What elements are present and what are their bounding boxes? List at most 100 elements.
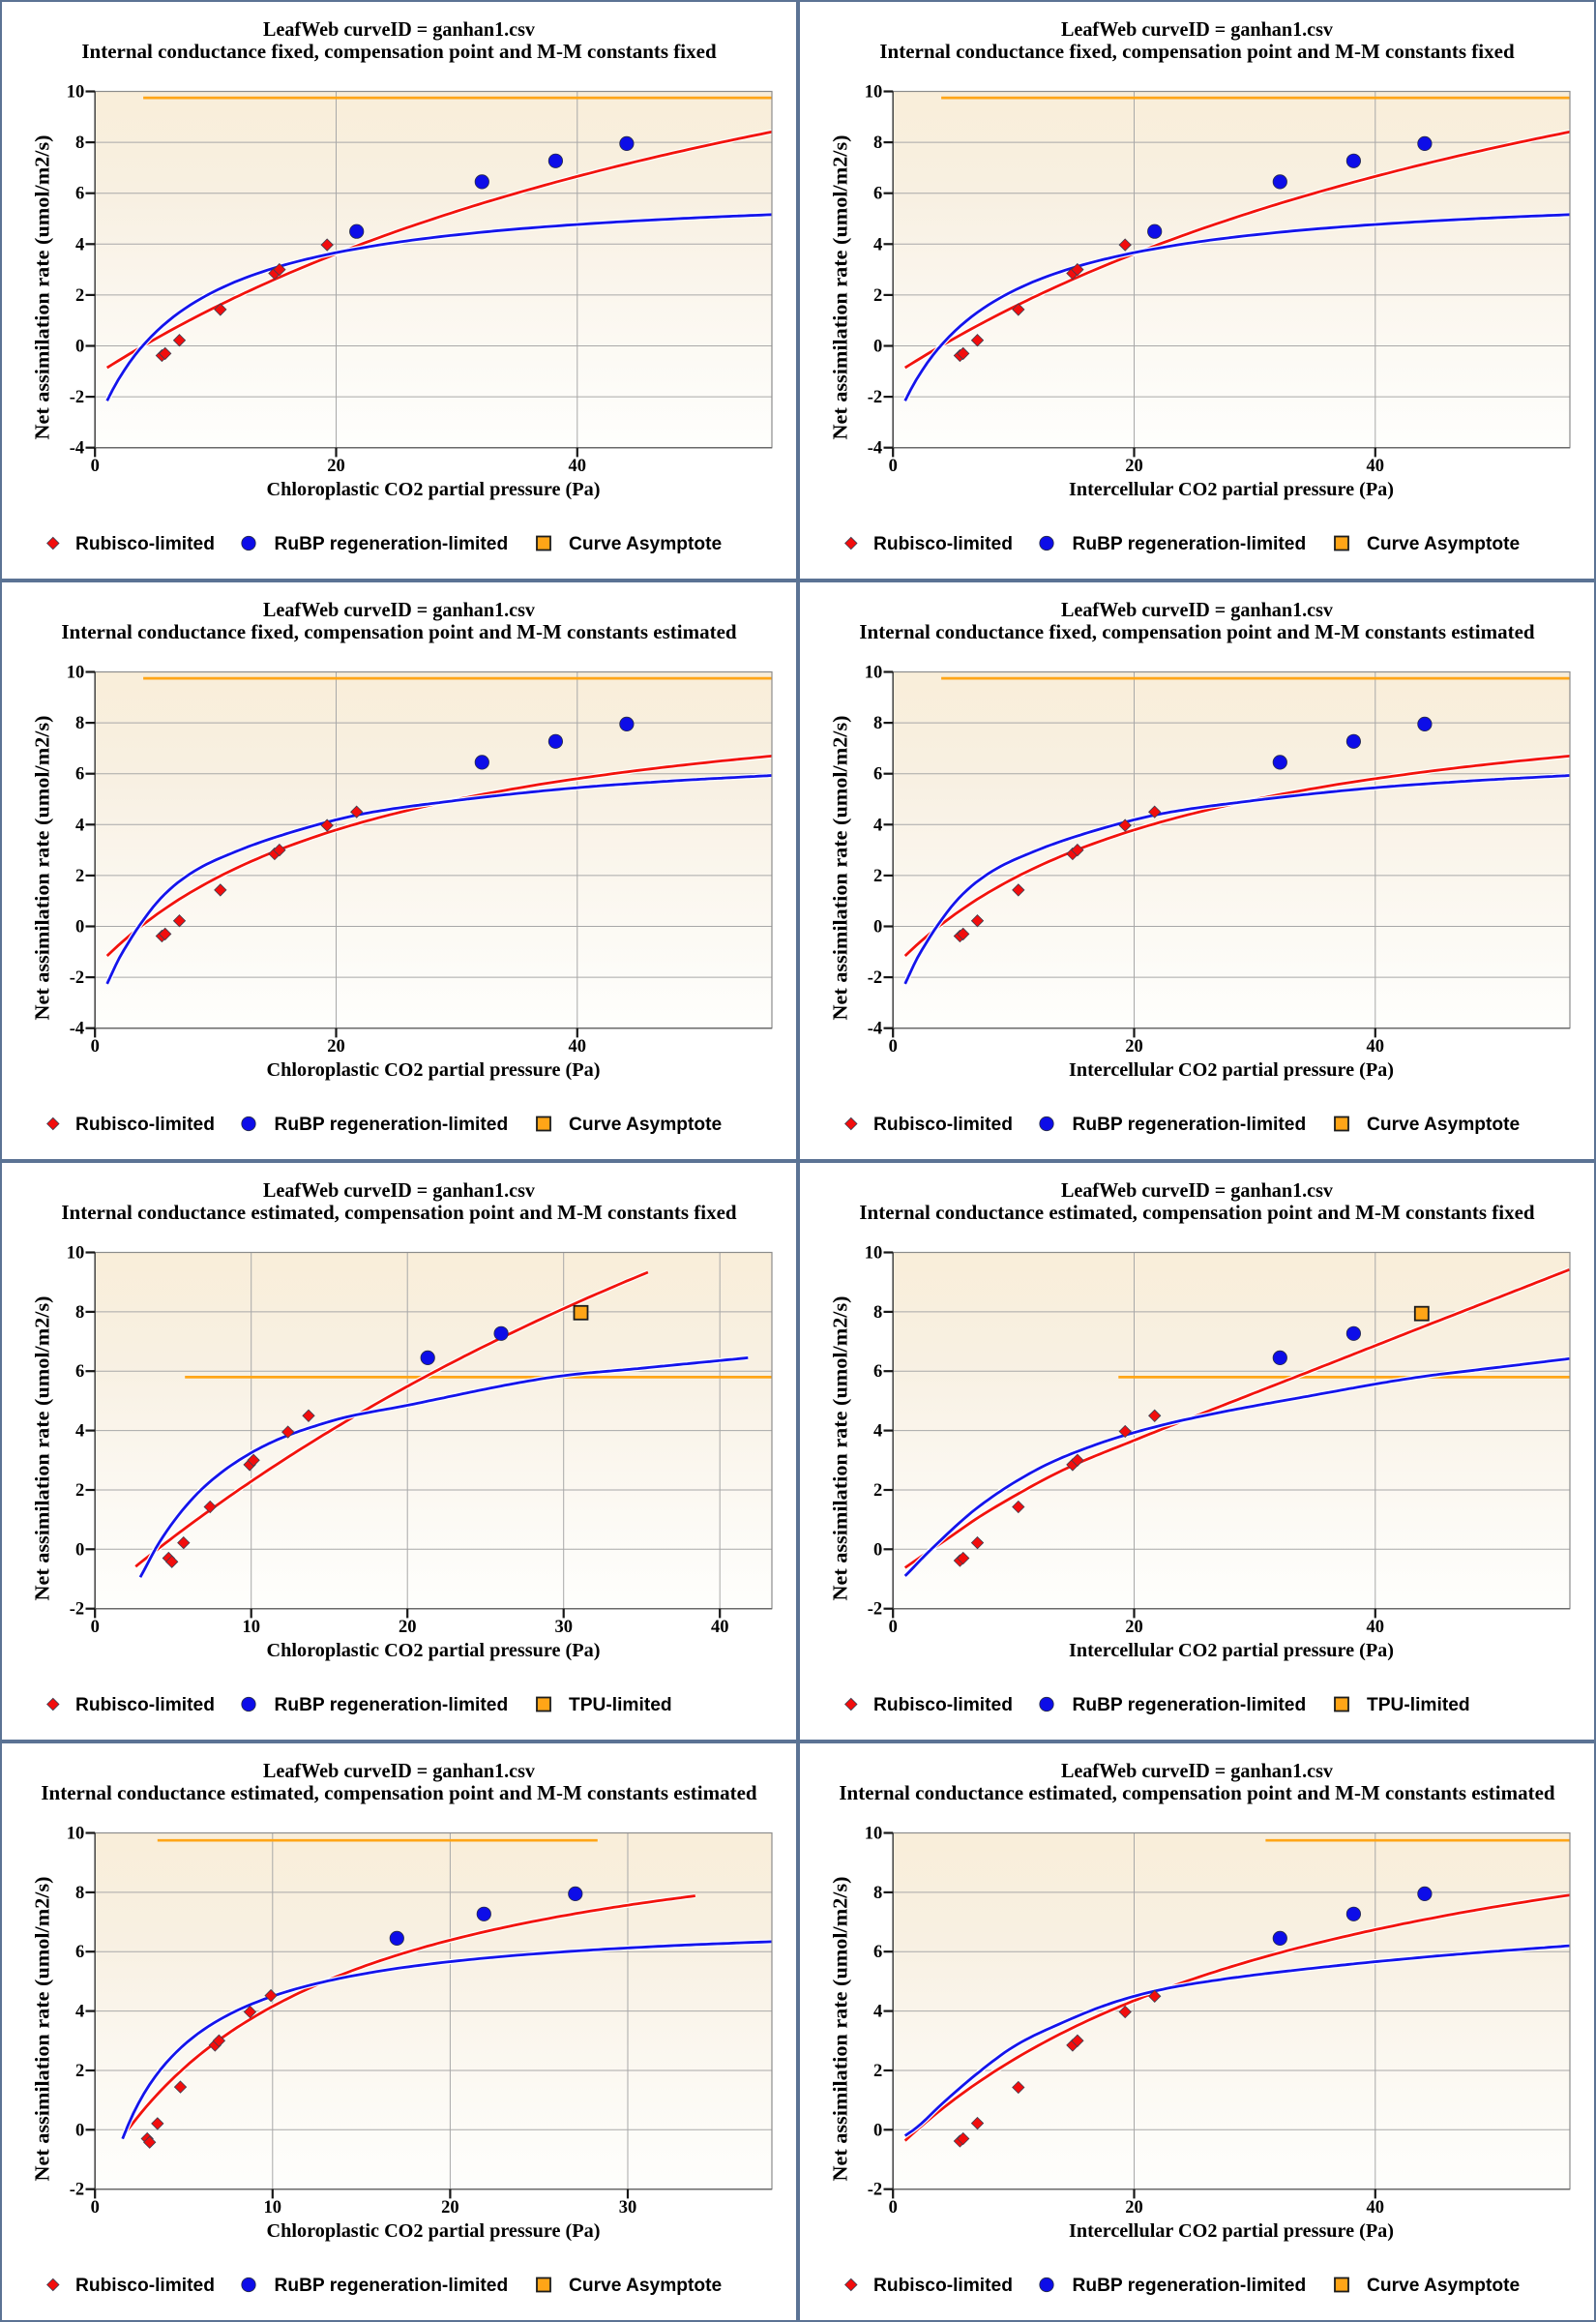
svg-text:0: 0 <box>873 918 882 938</box>
svg-text:6: 6 <box>75 765 84 785</box>
svg-text:10: 10 <box>242 1618 260 1637</box>
svg-text:20: 20 <box>1125 1618 1143 1637</box>
svg-text:Net assimilation rate (umol/m2: Net assimilation rate (umol/m2/s) <box>829 1877 852 2182</box>
svg-text:40: 40 <box>569 1037 587 1057</box>
svg-text:0: 0 <box>75 1540 84 1560</box>
svg-text:Curve Asymptote: Curve Asymptote <box>569 2276 722 2296</box>
svg-text:RuBP regeneration-limited: RuBP regeneration-limited <box>275 2276 509 2296</box>
svg-text:Net assimilation rate (umol/m2: Net assimilation rate (umol/m2/s) <box>31 1296 54 1601</box>
svg-text:-2: -2 <box>868 1600 882 1620</box>
svg-text:RuBP regeneration-limited: RuBP regeneration-limited <box>1073 1695 1307 1715</box>
svg-text:20: 20 <box>1125 457 1143 476</box>
svg-text:Chloroplastic CO2 partial pres: Chloroplastic CO2 partial pressure (Pa) <box>267 1640 601 1661</box>
svg-text:Rubisco-limited: Rubisco-limited <box>75 2276 215 2296</box>
svg-text:8: 8 <box>75 134 84 153</box>
svg-text:LeafWeb curveID = ganhan1.csv: LeafWeb curveID = ganhan1.csv <box>1061 17 1333 41</box>
svg-text:2: 2 <box>75 286 84 306</box>
svg-text:30: 30 <box>554 1618 573 1637</box>
svg-text:Intercellular CO2 partial pres: Intercellular CO2 partial pressure (Pa) <box>1069 479 1394 500</box>
svg-text:0: 0 <box>91 1618 100 1637</box>
svg-text:0: 0 <box>889 2198 898 2218</box>
svg-text:0: 0 <box>889 457 898 476</box>
svg-text:10: 10 <box>67 1244 85 1264</box>
svg-text:8: 8 <box>75 714 84 733</box>
svg-text:-2: -2 <box>70 1600 84 1620</box>
svg-text:Internal conductance fixed, co: Internal conductance fixed, compensation… <box>879 40 1515 63</box>
svg-text:6: 6 <box>75 1362 84 1382</box>
svg-text:40: 40 <box>711 1618 729 1637</box>
svg-text:0: 0 <box>75 918 84 938</box>
svg-text:6: 6 <box>873 1943 882 1962</box>
svg-text:4: 4 <box>75 1422 84 1442</box>
svg-text:Curve Asymptote: Curve Asymptote <box>1367 534 1520 554</box>
svg-text:RuBP regeneration-limited: RuBP regeneration-limited <box>1073 1115 1307 1135</box>
svg-text:6: 6 <box>873 765 882 785</box>
svg-text:Curve Asymptote: Curve Asymptote <box>1367 2276 1520 2296</box>
svg-text:-2: -2 <box>868 968 882 988</box>
svg-text:8: 8 <box>873 714 882 733</box>
svg-text:40: 40 <box>1367 2198 1385 2218</box>
svg-text:Curve Asymptote: Curve Asymptote <box>569 1115 722 1135</box>
svg-text:6: 6 <box>75 185 84 204</box>
svg-text:40: 40 <box>1367 457 1385 476</box>
svg-text:Intercellular CO2 partial pres: Intercellular CO2 partial pressure (Pa) <box>1069 2220 1394 2242</box>
svg-text:10: 10 <box>67 83 85 103</box>
svg-text:4: 4 <box>873 235 882 254</box>
svg-text:10: 10 <box>865 1244 883 1264</box>
svg-text:Rubisco-limited: Rubisco-limited <box>873 534 1013 554</box>
svg-text:Internal conductance estimated: Internal conductance estimated, compensa… <box>61 1201 737 1224</box>
svg-text:40: 40 <box>1367 1037 1385 1057</box>
svg-text:Rubisco-limited: Rubisco-limited <box>873 2276 1013 2296</box>
svg-text:Chloroplastic CO2 partial pres: Chloroplastic CO2 partial pressure (Pa) <box>267 479 601 500</box>
svg-text:10: 10 <box>865 1825 883 1844</box>
svg-text:0: 0 <box>75 2121 84 2140</box>
svg-text:20: 20 <box>327 1037 345 1057</box>
svg-text:0: 0 <box>873 338 882 357</box>
svg-text:Intercellular CO2 partial pres: Intercellular CO2 partial pressure (Pa) <box>1069 1059 1394 1081</box>
svg-text:0: 0 <box>873 2121 882 2140</box>
svg-text:Net assimilation rate (umol/m2: Net assimilation rate (umol/m2/s) <box>31 1877 54 2182</box>
svg-text:LeafWeb curveID = ganhan1.csv: LeafWeb curveID = ganhan1.csv <box>1061 1178 1333 1202</box>
svg-text:TPU-limited: TPU-limited <box>1367 1695 1470 1715</box>
svg-text:Rubisco-limited: Rubisco-limited <box>75 534 215 554</box>
svg-text:2: 2 <box>873 286 882 306</box>
svg-text:2: 2 <box>873 2062 882 2081</box>
svg-text:8: 8 <box>75 1303 84 1323</box>
svg-text:2: 2 <box>873 1481 882 1501</box>
svg-text:Internal conductance fixed, co: Internal conductance fixed, compensation… <box>81 40 717 63</box>
svg-text:Rubisco-limited: Rubisco-limited <box>873 1695 1013 1715</box>
svg-text:Internal conductance estimated: Internal conductance estimated, compensa… <box>859 1201 1535 1224</box>
svg-text:30: 30 <box>619 2198 637 2218</box>
svg-text:Net assimilation rate (umol/m2: Net assimilation rate (umol/m2/s) <box>829 716 852 1021</box>
svg-text:20: 20 <box>1125 1037 1143 1057</box>
svg-text:-2: -2 <box>70 968 84 988</box>
svg-text:Net assimilation rate (umol/m2: Net assimilation rate (umol/m2/s) <box>31 716 54 1021</box>
svg-text:-2: -2 <box>868 2181 882 2200</box>
svg-text:RuBP regeneration-limited: RuBP regeneration-limited <box>1073 534 1307 554</box>
svg-text:10: 10 <box>67 664 85 683</box>
svg-text:Curve Asymptote: Curve Asymptote <box>1367 1115 1520 1135</box>
svg-text:LeafWeb curveID = ganhan1.csv: LeafWeb curveID = ganhan1.csv <box>263 598 535 621</box>
svg-text:Net assimilation rate (umol/m2: Net assimilation rate (umol/m2/s) <box>829 135 852 440</box>
svg-text:-2: -2 <box>868 388 882 407</box>
svg-text:8: 8 <box>873 134 882 153</box>
svg-text:0: 0 <box>91 2198 100 2218</box>
svg-text:Rubisco-limited: Rubisco-limited <box>75 1695 215 1715</box>
svg-text:4: 4 <box>75 816 84 835</box>
svg-text:LeafWeb curveID = ganhan1.csv: LeafWeb curveID = ganhan1.csv <box>1061 1759 1333 1782</box>
svg-text:8: 8 <box>873 1884 882 1903</box>
svg-text:20: 20 <box>327 457 345 476</box>
svg-text:Net assimilation rate (umol/m2: Net assimilation rate (umol/m2/s) <box>829 1296 852 1601</box>
svg-text:10: 10 <box>67 1825 85 1844</box>
svg-text:20: 20 <box>1125 2198 1143 2218</box>
svg-text:Chloroplastic CO2 partial pres: Chloroplastic CO2 partial pressure (Pa) <box>267 2220 601 2242</box>
svg-text:Intercellular CO2 partial pres: Intercellular CO2 partial pressure (Pa) <box>1069 1640 1394 1661</box>
svg-text:-4: -4 <box>70 439 84 459</box>
svg-text:Internal conductance fixed, co: Internal conductance fixed, compensation… <box>61 620 737 643</box>
svg-text:0: 0 <box>91 457 100 476</box>
svg-text:0: 0 <box>873 1540 882 1560</box>
svg-text:20: 20 <box>441 2198 459 2218</box>
svg-text:-2: -2 <box>70 2181 84 2200</box>
svg-text:Rubisco-limited: Rubisco-limited <box>873 1115 1013 1135</box>
svg-text:LeafWeb curveID = ganhan1.csv: LeafWeb curveID = ganhan1.csv <box>263 1759 535 1782</box>
